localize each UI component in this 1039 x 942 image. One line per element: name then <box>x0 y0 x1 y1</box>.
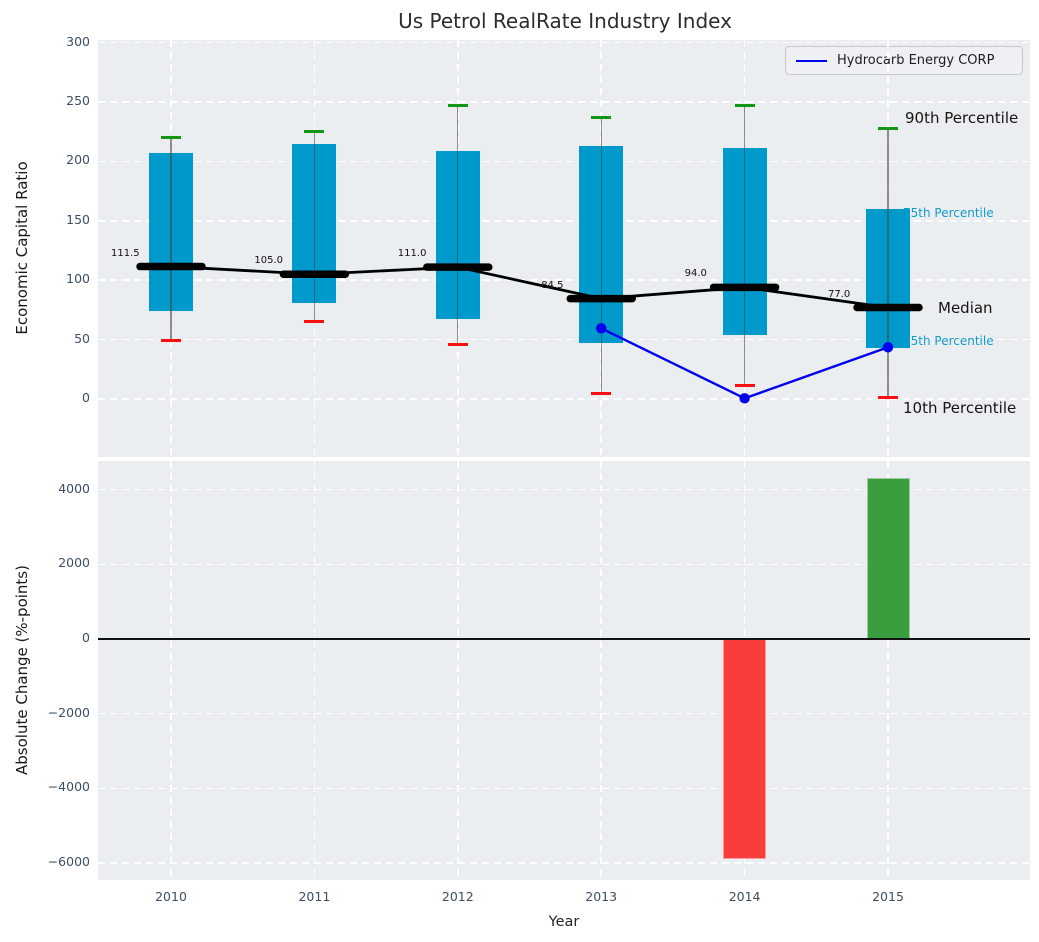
whisker-cap-bottom-2014 <box>734 384 755 388</box>
x-tick-label: 2014 <box>728 889 761 904</box>
median-value-label: 77.0 <box>828 288 851 300</box>
percentile-annotation: 75th Percentile <box>903 205 994 220</box>
x-tick-label: 2012 <box>441 889 474 904</box>
y-tick-label: 2000 <box>58 555 90 571</box>
whisker-cap-top-2011 <box>304 130 325 134</box>
x-tick-label: 2015 <box>872 889 904 904</box>
whisker-cap-bottom-2012 <box>447 342 468 346</box>
x-tick-label: 2010 <box>155 889 187 904</box>
y-tick-label: 0 <box>82 630 90 645</box>
bottom-v-gridline <box>313 461 316 880</box>
whisker-cap-top-2013 <box>591 116 612 120</box>
median-value-label: 111.5 <box>111 247 140 259</box>
y-axis-label-bottom: Absolute Change (%-points) <box>13 565 31 775</box>
chart-title: Us Petrol RealRate Industry Index <box>398 9 732 33</box>
percentile-annotation: Median <box>938 298 993 317</box>
whisker-cap-top-2012 <box>447 104 468 108</box>
whisker-2014 <box>743 105 746 386</box>
whisker-cap-top-2014 <box>734 104 755 108</box>
whisker-2013 <box>600 117 602 393</box>
y-tick-label: 300 <box>66 33 90 49</box>
top-h-gridline <box>98 160 1030 163</box>
whisker-cap-bottom-2011 <box>304 320 325 324</box>
median-value-label: 84.5 <box>541 279 564 291</box>
y-tick-label: 200 <box>66 152 90 168</box>
percentile-annotation: 10th Percentile <box>903 398 1017 417</box>
whisker-cap-bottom-2013 <box>591 391 612 395</box>
whisker-cap-bottom-2015 <box>878 396 898 400</box>
whisker-2012 <box>457 105 459 345</box>
bottom-h-gridline <box>98 787 1030 790</box>
median-value-label: 94.0 <box>684 268 707 280</box>
bottom-h-gridline <box>98 563 1030 566</box>
top-h-gridline <box>98 338 1030 341</box>
legend: Hydrocarb Energy CORP <box>785 46 1023 75</box>
bar-negative <box>723 639 767 860</box>
bottom-h-gridline <box>98 712 1030 715</box>
percentile-annotation: 25th Percentile <box>903 333 994 348</box>
whisker-cap-top-2010 <box>161 136 181 140</box>
y-tick-label: 4000 <box>58 480 90 496</box>
x-tick-label: 2011 <box>298 889 331 904</box>
legend-label: Hydrocarb Energy CORP <box>837 53 995 68</box>
median-value-label: 105.0 <box>254 255 284 267</box>
bottom-v-gridline <box>170 461 172 880</box>
top-h-gridline <box>98 41 1030 44</box>
top-h-gridline <box>98 398 1030 400</box>
y-tick-label: −2000 <box>47 704 90 720</box>
whisker-cap-top-2015 <box>878 126 898 130</box>
y-tick-label: −4000 <box>47 779 90 795</box>
median-value-label: 111.0 <box>397 248 427 260</box>
bottom-v-gridline <box>887 461 889 880</box>
y-tick-label: 100 <box>66 271 90 287</box>
top-h-gridline <box>98 101 1030 103</box>
y-tick-label: 150 <box>66 211 90 227</box>
legend-line-sample-icon <box>796 59 827 62</box>
top-h-gridline <box>98 220 1030 222</box>
whisker-2015 <box>887 128 889 398</box>
y-tick-label: 250 <box>66 93 90 109</box>
bottom-v-gridline <box>457 461 459 880</box>
whisker-cap-bottom-2010 <box>161 339 181 343</box>
bottom-v-gridline <box>600 461 602 880</box>
bottom-h-gridline <box>98 862 1030 864</box>
bar-positive <box>866 478 910 639</box>
whisker-2011 <box>313 131 316 322</box>
bottom-h-gridline <box>98 488 1030 491</box>
y-tick-label: 50 <box>74 330 90 346</box>
y-tick-label: 0 <box>82 389 90 405</box>
x-axis-label: Year <box>548 914 580 930</box>
zero-line <box>98 638 1030 640</box>
percentile-annotation: 90th Percentile <box>905 109 1019 128</box>
whisker-2010 <box>170 137 172 341</box>
y-tick-label: −6000 <box>47 854 90 869</box>
x-tick-label: 2013 <box>585 889 618 904</box>
y-axis-label-top: Economic Capital Ratio <box>13 161 31 335</box>
